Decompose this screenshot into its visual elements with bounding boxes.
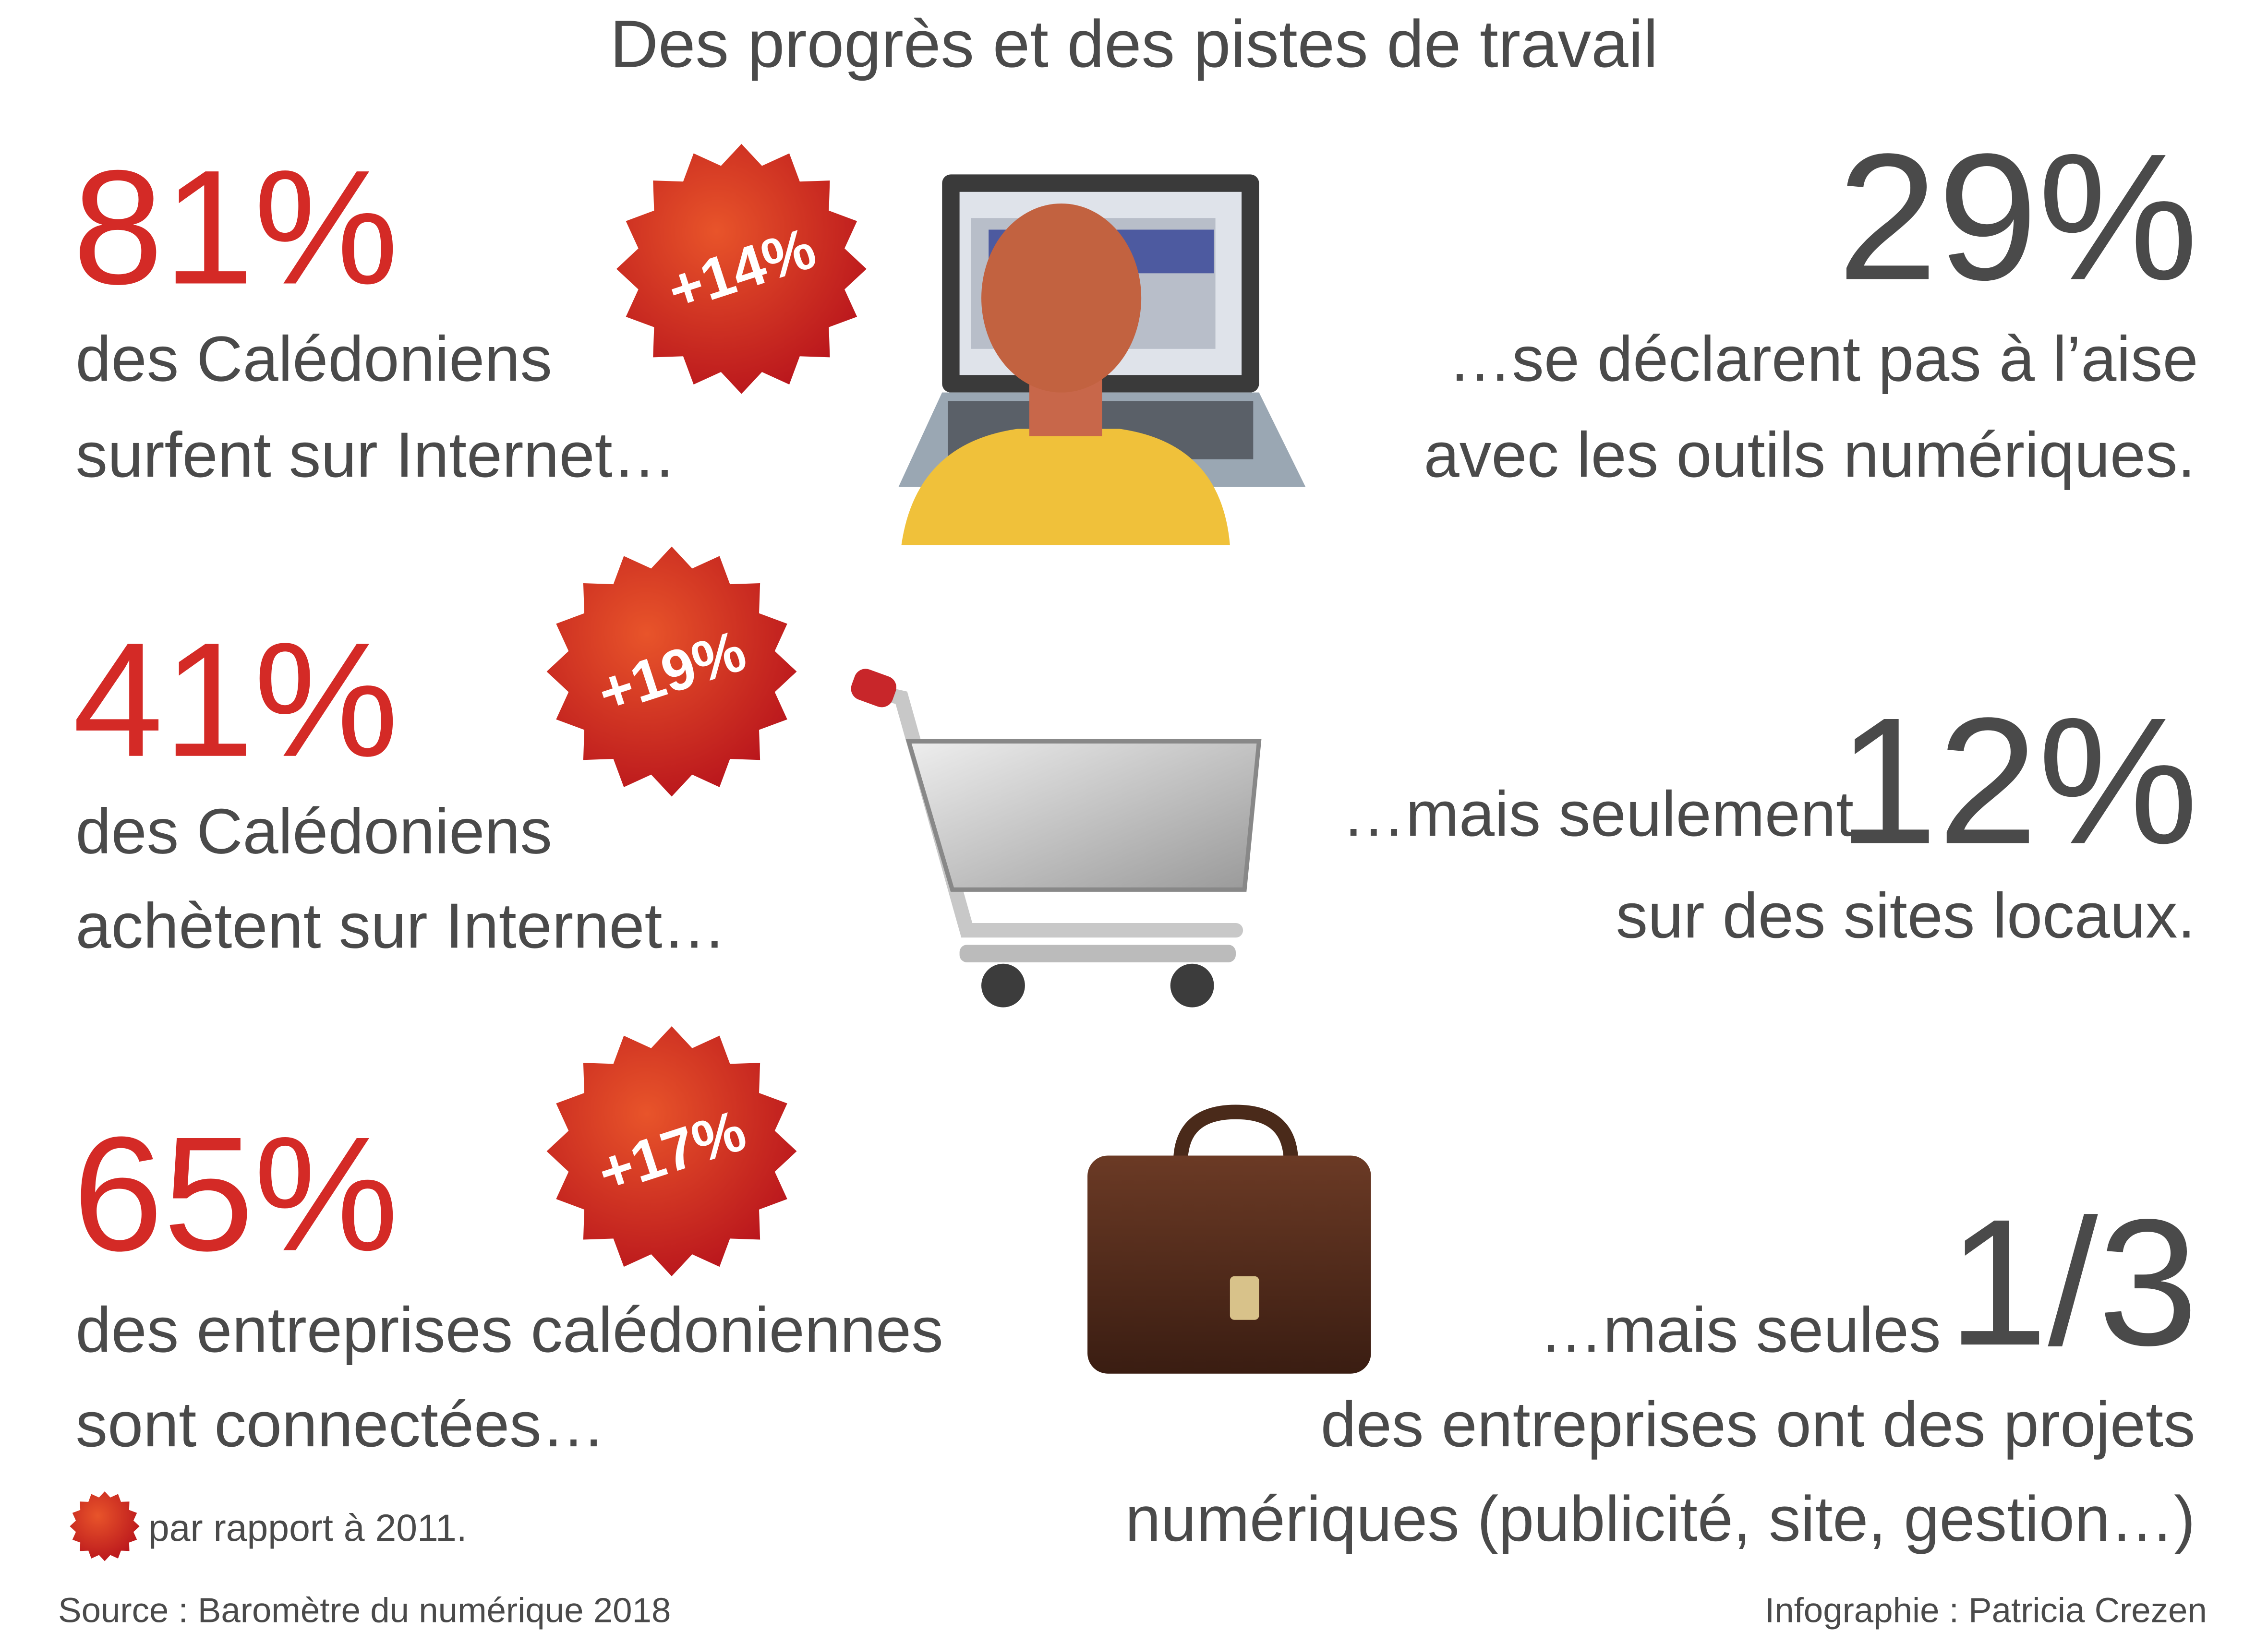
cart-icon — [851, 669, 1262, 1008]
left-text: des entreprises calédoniennes — [75, 1294, 943, 1366]
badge-star — [546, 1026, 797, 1276]
left-text: surfent sur Internet… — [75, 419, 676, 491]
title: Des progrès et des pistes de travail — [610, 6, 1658, 81]
badge: +19% — [546, 546, 797, 797]
left-text: achètent sur Internet… — [75, 890, 726, 961]
right-value: 1/3 — [1948, 1181, 2198, 1383]
right-prefix: …mais seulement — [1342, 778, 1854, 850]
left-text: sont connectées… — [75, 1389, 605, 1460]
badge: +14% — [616, 144, 867, 394]
left-value: 41% — [72, 609, 398, 791]
left-value: 81% — [72, 136, 398, 318]
right-text: des entreprises ont des projets — [1321, 1389, 2196, 1460]
legend-note: par rapport à 2011. — [148, 1507, 467, 1549]
badge-star — [616, 144, 867, 394]
badge: +17% — [546, 1026, 797, 1276]
right-text: sur des sites locaux. — [1616, 880, 2196, 951]
right-value: 12% — [1837, 680, 2198, 881]
legend-badge — [70, 1491, 140, 1561]
right-text: numériques (publicité, site, gestion…) — [1125, 1483, 2196, 1555]
briefcase-icon — [1087, 1104, 1371, 1374]
left-text: des Calédoniens — [75, 323, 552, 395]
right-text: …se déclarent pas à l’aise — [1448, 323, 2198, 395]
badge-star — [546, 546, 797, 797]
right-value: 29% — [1837, 116, 2198, 317]
right-prefix: …mais seules — [1539, 1294, 1941, 1366]
credit: Infographie : Patricia Crezen — [1765, 1591, 2207, 1630]
source: Source : Baromètre du numérique 2018 — [58, 1591, 671, 1630]
right-text: avec les outils numériques. — [1424, 419, 2196, 491]
left-value: 65% — [72, 1103, 398, 1284]
left-text: des Calédoniens — [75, 796, 552, 867]
laptop-icon — [898, 174, 1306, 545]
badge-star — [70, 1491, 140, 1561]
